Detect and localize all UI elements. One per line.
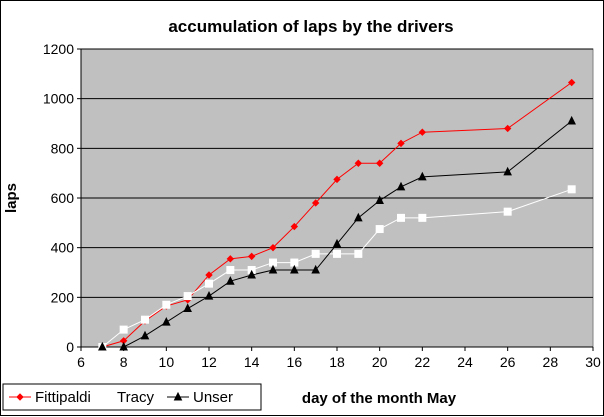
data-point-tracy [162,300,171,309]
data-point-tracy [503,207,512,216]
x-axis-label: day of the month May [302,390,457,407]
data-point-unser [162,317,171,326]
data-point-fittipaldi [418,128,427,136]
tick-labels: 0 200 400 600 800 1000 1200 6 8 10 12 14 16 18 20 22 24 2… [43,41,601,370]
data-point-unser [567,115,576,125]
data-point-tracy [397,213,405,222]
data-point-fittipaldi [205,271,213,279]
x-tick-label: 6 [77,354,85,370]
data-point-fittipaldi [247,252,256,261]
data-point-tracy [333,249,341,258]
series-markers [98,78,576,351]
x-tick-label: 10 [159,354,175,370]
legend-marker-tracy [98,393,106,401]
y-tick-label: 0 [66,339,74,355]
x-tick-label: 30 [585,354,601,370]
data-point-fittipaldi [503,124,512,133]
gridlines [81,48,593,298]
legend-box [2,383,262,411]
axes [77,48,594,351]
x-tick-label: 14 [244,354,260,370]
data-point-tracy [354,249,363,258]
x-tick-label: 18 [329,354,345,370]
data-point-fittipaldi [269,243,277,252]
data-point-tracy [183,292,192,301]
y-tick-label: 1000 [43,91,74,107]
y-tick-label: 200 [51,289,75,305]
data-point-unser [183,303,192,313]
x-tick-label: 16 [287,354,303,370]
data-point-fittipaldi [333,175,341,184]
x-tick-label: 8 [120,354,128,370]
data-point-unser [119,341,128,351]
data-point-unser [332,238,342,248]
y-tick-label: 600 [51,190,75,206]
data-point-unser [204,290,214,300]
y-axis-label: laps [3,183,20,213]
data-point-tracy [567,185,576,194]
legend: Fittipaldi Tracy Unser [2,383,262,411]
legend-label-tracy: Tracy [117,389,154,406]
data-point-fittipaldi [397,139,405,148]
data-point-fittipaldi [311,199,320,207]
data-point-tracy [226,266,235,275]
legend-label-unser: Unser [193,389,233,406]
x-tick-label: 28 [543,354,559,370]
data-point-fittipaldi [226,255,235,263]
y-tick-label: 400 [51,240,75,256]
data-point-unser [268,264,278,274]
data-point-tracy [141,315,149,324]
x-tick-label: 20 [372,354,388,370]
data-point-fittipaldi [290,222,299,231]
data-point-fittipaldi [375,159,384,167]
data-point-unser [290,264,299,274]
data-point-unser [396,181,406,191]
y-tick-label: 800 [51,140,75,156]
data-point-unser [375,195,384,204]
data-point-tracy [311,249,320,258]
data-point-tracy [119,325,128,334]
data-point-unser [140,330,150,340]
x-tick-label: 22 [415,354,431,370]
data-point-unser [226,276,235,285]
data-point-unser [354,212,363,222]
data-point-unser [247,269,256,279]
data-point-fittipaldi [354,159,363,167]
x-tick-label: 26 [500,354,516,370]
data-point-unser [311,264,320,274]
y-tick-label: 1200 [43,41,74,57]
data-point-tracy [205,279,213,288]
data-point-tracy [418,213,427,222]
legend-marker-unser [173,391,183,401]
x-tick-label: 12 [201,354,217,370]
chart-title: accumulation of laps by the drivers [168,17,453,36]
data-point-unser [503,166,512,176]
legend-marker-fittipaldi [16,393,24,401]
data-point-tracy [375,225,384,234]
x-tick-label: 24 [457,354,473,370]
data-point-fittipaldi [567,78,576,87]
legend-label-fittipaldi: Fittipaldi [35,389,91,406]
data-point-unser [418,171,427,181]
data-point-unser [98,341,107,351]
